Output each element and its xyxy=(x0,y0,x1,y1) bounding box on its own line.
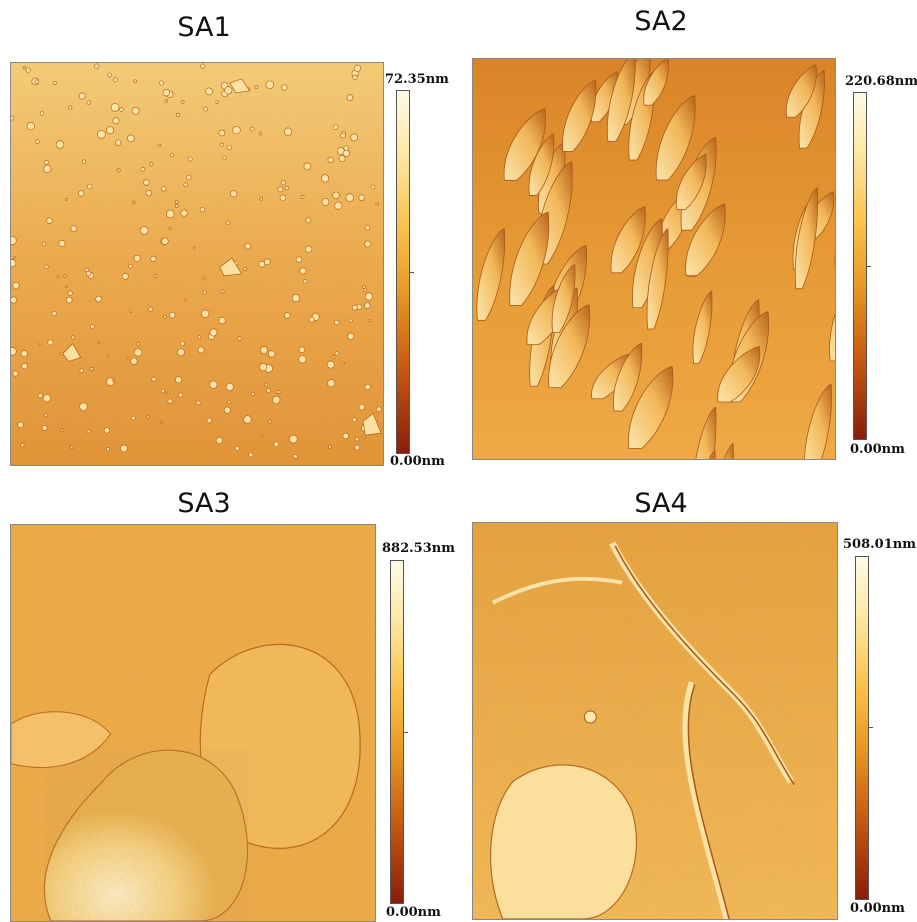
afm-image-sa2 xyxy=(472,58,836,460)
colorbar-sa2 xyxy=(853,92,867,440)
colorbar-max-sa3: 882.53nm xyxy=(382,541,455,556)
colorbar-tick xyxy=(404,732,408,733)
colorbar-tick xyxy=(867,266,871,267)
panel-title-sa4: SA4 xyxy=(634,488,688,519)
colorbar-min-sa2: 0.00nm xyxy=(850,442,905,457)
afm-image-sa3 xyxy=(10,524,376,922)
colorbar-tick xyxy=(410,272,414,273)
afm-image-sa4 xyxy=(472,522,838,920)
colorbar-min-sa1: 0.00nm xyxy=(390,454,445,469)
panel-title-sa1: SA1 xyxy=(177,12,231,43)
colorbar-tick xyxy=(869,727,873,728)
colorbar-max-sa1: 72.35nm xyxy=(385,72,449,87)
panel-title-sa3: SA3 xyxy=(177,488,231,519)
panel-title-sa2: SA2 xyxy=(634,6,688,37)
afm-image-sa1 xyxy=(10,62,384,466)
colorbar-sa1 xyxy=(396,90,410,454)
colorbar-max-sa2: 220.68nm xyxy=(845,74,917,89)
colorbar-sa3 xyxy=(390,560,404,904)
colorbar-sa4 xyxy=(855,556,869,900)
colorbar-min-sa3: 0.00nm xyxy=(386,905,441,920)
colorbar-max-sa4: 508.01nm xyxy=(843,537,916,552)
colorbar-min-sa4: 0.00nm xyxy=(850,901,905,916)
